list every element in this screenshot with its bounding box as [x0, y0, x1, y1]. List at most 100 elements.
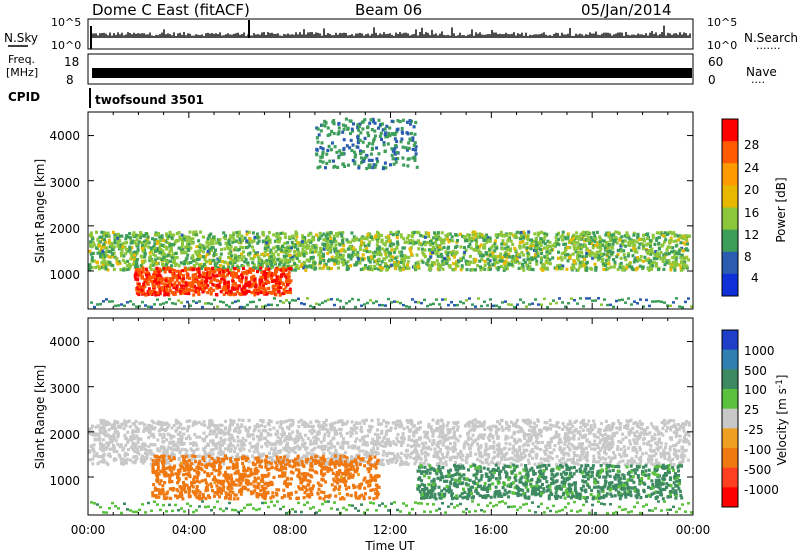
scatter-cell	[176, 289, 180, 293]
scatter-cell	[394, 160, 398, 164]
scatter-cell	[514, 232, 518, 236]
scatter-cell	[575, 454, 579, 458]
scatter-cell	[460, 264, 464, 268]
scatter-cell	[133, 275, 137, 279]
scatter-cell	[181, 240, 184, 244]
scatter-cell	[521, 262, 524, 266]
scatter-cell	[554, 239, 558, 243]
scatter-cell	[135, 287, 139, 291]
scatter-cell	[476, 235, 480, 240]
scatter-cell	[384, 251, 388, 255]
scatter-cell	[213, 274, 216, 278]
scatter-cell	[259, 266, 263, 270]
scatter-cell	[568, 253, 572, 257]
scatter-cell	[256, 236, 260, 240]
scatter-cell	[497, 428, 501, 432]
scatter-cell	[632, 231, 636, 235]
scatter-cell	[390, 147, 394, 151]
scatter-cell	[402, 258, 406, 262]
scatter-cell	[642, 305, 645, 308]
scatter-cell	[316, 166, 320, 170]
scatter-cell	[332, 239, 336, 243]
scatter-cell	[597, 297, 600, 300]
freq-label-line1: Freq.	[8, 53, 35, 66]
scatter-cell	[96, 237, 100, 241]
scatter-cell	[409, 131, 413, 136]
scatter-cell	[376, 447, 380, 451]
scatter-cell	[376, 434, 379, 438]
scatter-cell	[406, 164, 410, 168]
scatter-cell	[186, 288, 190, 292]
scatter-cell	[576, 253, 580, 257]
scatter-cell	[293, 245, 297, 249]
scatter-cell	[211, 273, 215, 277]
scatter-cell	[680, 256, 683, 260]
scatter-cell	[541, 263, 545, 267]
scatter-cell	[585, 247, 589, 251]
scatter-cell	[303, 261, 307, 265]
scatter-cell	[300, 263, 304, 267]
scatter-cell	[136, 286, 140, 290]
scatter-cell	[496, 420, 499, 424]
scatter-cell	[94, 266, 98, 270]
scatter-cell	[432, 236, 436, 240]
scatter-cell	[328, 133, 332, 137]
scatter-cell	[675, 442, 678, 446]
scatter-cell	[302, 266, 306, 270]
scatter-cell	[363, 435, 367, 439]
scatter-cell	[193, 432, 197, 437]
scatter-cell	[232, 450, 236, 454]
scatter-cell	[212, 457, 216, 461]
scatter-cell	[369, 235, 373, 239]
scatter-cell	[378, 303, 381, 307]
scatter-cell	[400, 126, 404, 131]
scatter-cell	[229, 234, 232, 238]
scatter-cell	[338, 149, 342, 153]
scatter-cell	[655, 236, 659, 240]
scatter-cell	[279, 268, 283, 272]
scatter-cell	[179, 261, 183, 265]
scatter-cell	[259, 419, 263, 423]
scatter-cell	[371, 142, 375, 146]
scatter-cell	[140, 288, 144, 292]
scatter-cell	[250, 291, 254, 295]
scatter-cell	[383, 133, 387, 137]
scatter-cell	[328, 249, 332, 253]
scatter-cell	[396, 157, 400, 161]
scatter-cell	[267, 286, 271, 290]
scatter-cell	[196, 289, 200, 293]
scatter-cell	[573, 298, 576, 302]
scatter-cell	[396, 452, 400, 456]
scatter-cell	[370, 268, 374, 272]
scatter-cell	[410, 438, 414, 442]
scatter-cell	[200, 422, 204, 426]
scatter-cell	[674, 260, 678, 264]
scatter-cell	[369, 264, 373, 268]
scatter-cell	[222, 301, 225, 304]
scatter-cell	[133, 253, 136, 257]
scatter-cell	[121, 258, 125, 262]
scatter-cell	[258, 285, 262, 289]
scatter-cell	[618, 422, 622, 426]
scatter-cell	[264, 304, 267, 308]
scatter-cell	[93, 305, 96, 309]
scatter-cell	[266, 264, 269, 268]
scatter-cell	[406, 132, 410, 136]
scatter-cell	[251, 239, 255, 243]
scatter-cell	[258, 298, 261, 302]
scatter-cell	[390, 248, 394, 252]
scatter-cell	[601, 261, 605, 265]
scatter-cell	[185, 256, 189, 260]
scatter-cell	[605, 242, 609, 246]
scatter-cell	[244, 257, 248, 261]
scatter-cell	[529, 245, 532, 249]
scatter-cell	[671, 246, 675, 250]
scatter-cell	[302, 253, 306, 258]
scatter-cell	[345, 302, 348, 305]
scatter-cell	[106, 231, 110, 235]
scatter-cell	[389, 241, 393, 245]
scatter-cell	[344, 117, 348, 121]
scatter-cell	[633, 431, 637, 435]
scatter-cell	[444, 438, 448, 442]
scatter-cell	[297, 420, 301, 424]
